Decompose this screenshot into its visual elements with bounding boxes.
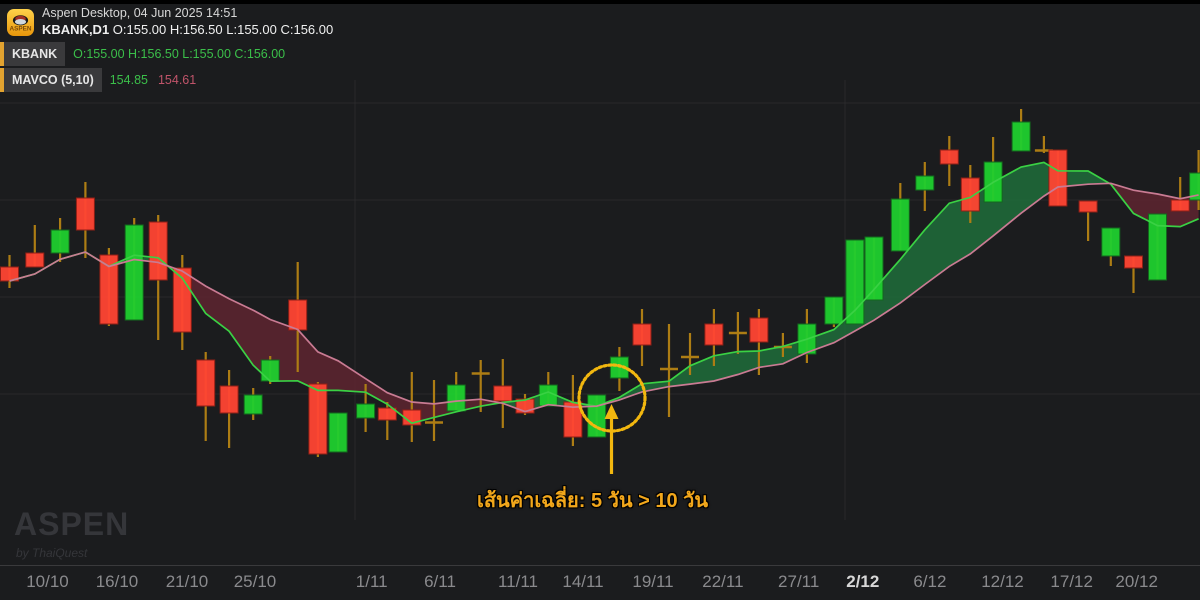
svg-text:ASPEN: ASPEN [9,25,31,32]
